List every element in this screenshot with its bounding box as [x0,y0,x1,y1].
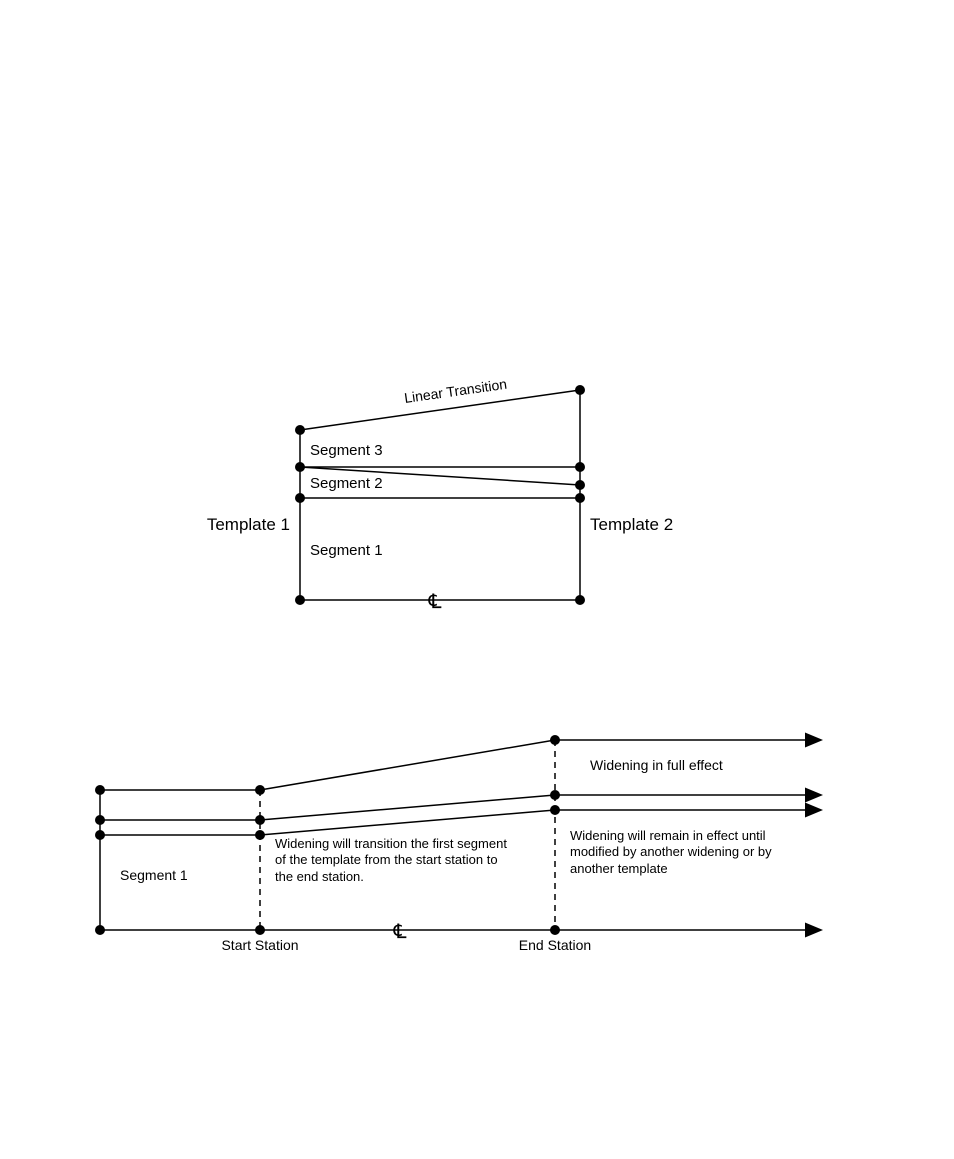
template2-label: Template 2 [590,515,673,534]
diagram-1-lines [300,390,580,600]
start-station-label: Start Station [221,937,298,953]
segment1-label: Segment 1 [310,542,383,559]
diagram-1-labels: Linear Transition Segment 3 Segment 2 Te… [207,376,673,613]
centerline-label-2: ℄ [393,921,407,943]
template1-label: Template 1 [207,515,290,534]
diagram-1-nodes [295,385,585,605]
widening-transition-block: Widening will transition the first segme… [275,836,510,916]
segment2-label: Segment 2 [310,475,383,492]
end-station-label: End Station [519,937,591,953]
widening-full-label: Widening in full effect [590,757,723,773]
widening-remain-label: Widening will remain in effect until mod… [570,828,772,876]
segment1-label-2: Segment 1 [120,867,188,883]
widening-remain-block: Widening will remain in effect until mod… [570,828,780,908]
diagram-2: Widening in full effect Segment 1 Start … [0,620,954,1040]
centerline-label-1: ℄ [428,591,442,613]
segment3-label: Segment 3 [310,442,383,459]
widening-transition-label: Widening will transition the first segme… [275,836,507,884]
linear-transition-label: Linear Transition [403,376,508,406]
diagram-1: Linear Transition Segment 3 Segment 2 Te… [0,130,954,650]
